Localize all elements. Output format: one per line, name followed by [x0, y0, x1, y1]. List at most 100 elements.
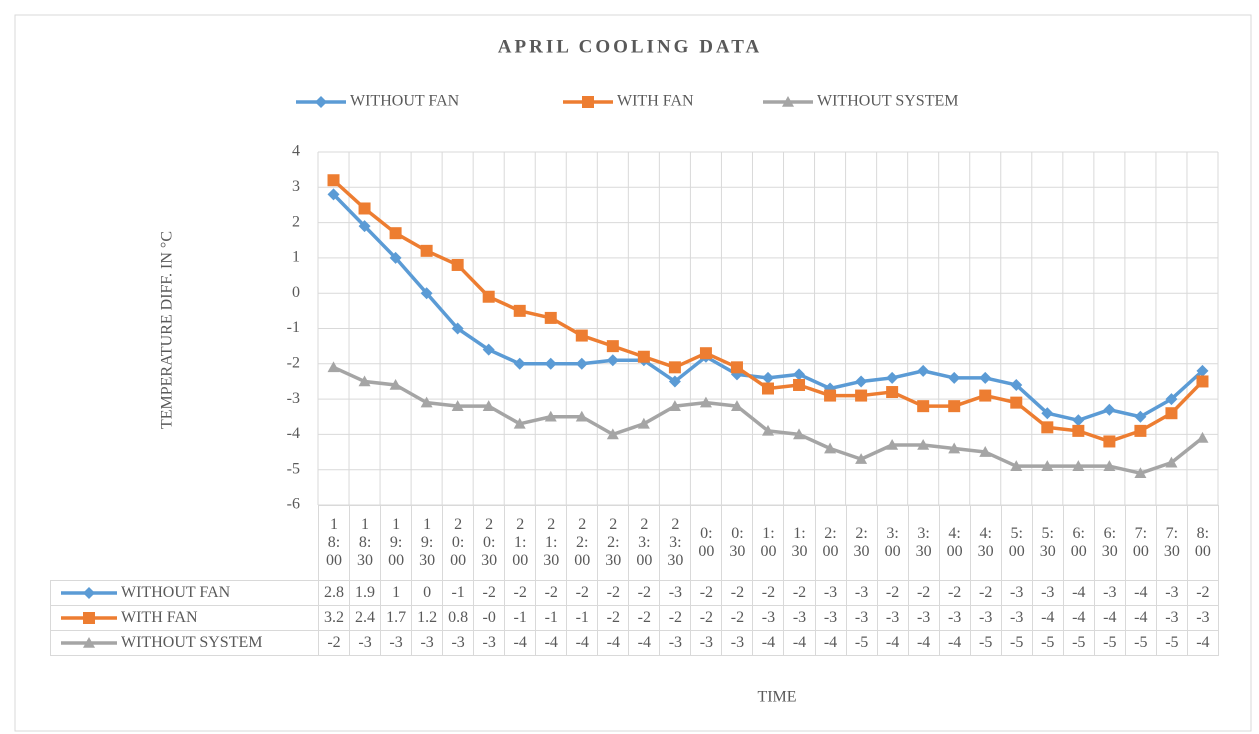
- data-label: 1: [380, 580, 413, 606]
- legend-label: WITHOUT SYSTEM: [817, 93, 958, 110]
- marker: [358, 220, 371, 233]
- marker: [1134, 467, 1147, 479]
- data-label: 0.8: [442, 605, 475, 631]
- marker: [513, 357, 526, 370]
- marker: [1196, 431, 1209, 443]
- data-label: -2: [969, 580, 1002, 606]
- data-label: -5: [1031, 630, 1064, 656]
- series-cell: WITHOUT FAN: [50, 580, 319, 606]
- marker: [730, 400, 743, 411]
- data-label: -4: [1031, 605, 1064, 631]
- series-name: WITH FAN: [121, 609, 198, 626]
- data-label: -1: [566, 605, 599, 631]
- y-tick-label: -4: [287, 425, 300, 442]
- data-label: -4: [938, 630, 971, 656]
- data-label: -3: [659, 630, 692, 656]
- series-row: WITHOUT FAN 2.8 1.9 1 0 -1 -2 -2 -2 -2 -2 -2 -3 -2 -2-…: [50, 580, 1219, 606]
- chart-title: APRIL COOLING DATA: [498, 36, 762, 57]
- series-cell: WITH FAN: [50, 605, 319, 631]
- x-tick-label: 22:00: [566, 505, 599, 581]
- marker: [575, 410, 588, 422]
- data-label: -2: [1186, 580, 1219, 606]
- marker: [1072, 414, 1085, 427]
- series-name: WITHOUT FAN: [121, 584, 231, 601]
- marker: [793, 368, 806, 381]
- data-label: -3: [1031, 580, 1064, 606]
- marker: [762, 371, 774, 384]
- marker: [482, 400, 495, 411]
- marker: [1165, 456, 1178, 468]
- marker: [420, 287, 433, 300]
- marker: [699, 347, 712, 360]
- marker: [451, 400, 464, 411]
- marker: [1134, 410, 1147, 423]
- data-label: -3: [845, 580, 878, 606]
- marker: [762, 424, 774, 436]
- data-label: -4: [876, 630, 909, 656]
- x-tick-label: 23:30: [659, 505, 692, 581]
- y-tick-label: 4: [292, 143, 300, 160]
- marker: [606, 354, 619, 367]
- marker: [1041, 421, 1054, 434]
- x-tick-label: 3:00: [876, 505, 909, 581]
- marker: [917, 364, 930, 377]
- data-label: -3: [1000, 580, 1033, 606]
- x-tick-label: 20:30: [473, 505, 506, 581]
- marker: [824, 389, 837, 402]
- data-label: -3: [814, 580, 847, 606]
- marker: [855, 389, 868, 402]
- marker: [451, 258, 464, 271]
- marker: [358, 202, 371, 215]
- marker: [668, 400, 681, 411]
- marker: [327, 361, 340, 373]
- y-tick-label: -2: [287, 354, 300, 371]
- x-tick-label: 4:30: [969, 505, 1002, 581]
- marker: [855, 453, 868, 464]
- marker: [886, 371, 899, 384]
- data-label: -4: [1124, 605, 1157, 631]
- data-label: 1.9: [349, 580, 382, 606]
- marker: [1010, 396, 1023, 409]
- marker: [824, 442, 837, 454]
- data-label: -2: [317, 630, 351, 656]
- x-tick-label: 2:00: [814, 505, 847, 581]
- marker: [1165, 393, 1178, 406]
- data-label: -3: [1093, 580, 1126, 606]
- x-tick-label: 5:00: [1000, 505, 1033, 581]
- series-row: WITHOUT SYSTEM -2 -3 -3 -3 -3 -3 -4 -4 -4 -4 -4 -3 -3…: [50, 630, 1219, 656]
- series-line: [332, 178, 1204, 444]
- marker: [544, 410, 557, 422]
- y-tick-label: -3: [287, 390, 300, 407]
- data-label: -2: [504, 580, 537, 606]
- marker: [389, 251, 402, 264]
- data-label: 0: [411, 580, 444, 606]
- x-tick-label: 5:30: [1031, 505, 1064, 581]
- data-label: 2.8: [317, 580, 351, 606]
- category-row: 18:00 18:30 19:00 19:30 20:00 20:30 21:00 21:30…: [51, 505, 1219, 581]
- data-label: -3: [1155, 605, 1188, 631]
- data-label: -5: [969, 630, 1002, 656]
- marker: [575, 357, 588, 370]
- data-label: -2: [721, 580, 754, 606]
- marker: [83, 587, 95, 600]
- marker: [575, 329, 588, 342]
- data-label: -3: [814, 605, 847, 631]
- data-label: -5: [1000, 630, 1033, 656]
- marker: [83, 612, 95, 625]
- marker: [513, 304, 526, 317]
- x-tick-label: 6:00: [1062, 505, 1095, 581]
- x-tick-label: 1:30: [783, 505, 816, 581]
- marker: [1010, 378, 1023, 391]
- marker: [855, 375, 868, 388]
- series-row: WITH FAN 3.2 2.4 1.7 1.2 0.8 -0 -1 -1 -1 -2 -2 -2 -2-…: [50, 605, 1219, 631]
- y-tick-label: -5: [287, 460, 300, 477]
- x-tick-label: 0:30: [721, 505, 754, 581]
- marker: [1165, 407, 1178, 420]
- x-tick-label: 21:30: [535, 505, 568, 581]
- marker: [730, 361, 743, 374]
- marker: [762, 382, 774, 395]
- data-label: -2: [566, 580, 599, 606]
- data-label: -1: [504, 605, 537, 631]
- data-label: -3: [969, 605, 1002, 631]
